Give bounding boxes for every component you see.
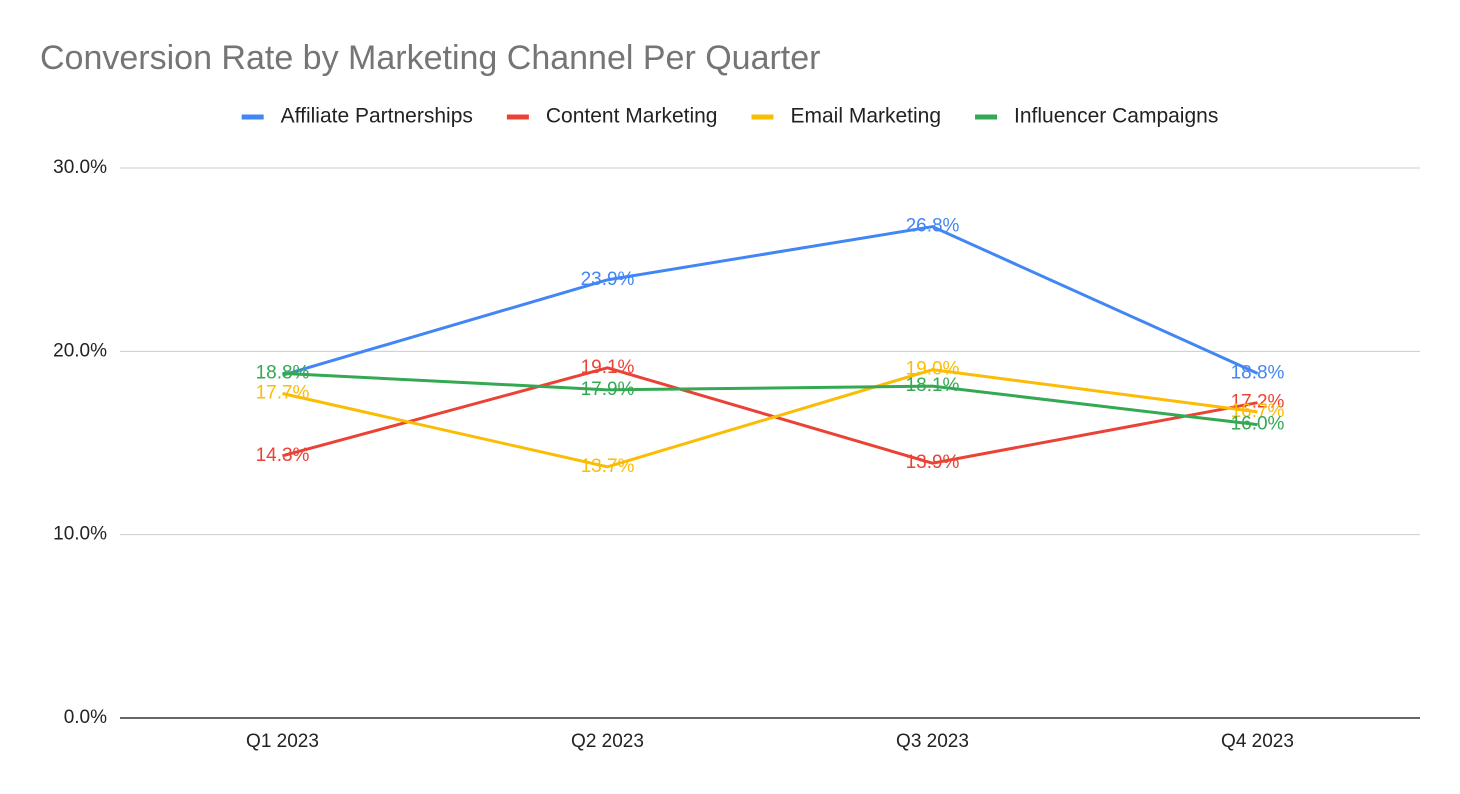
data-label: 19.0% bbox=[906, 359, 960, 380]
data-label: 13.7% bbox=[581, 456, 635, 477]
x-tick-label: Q3 2023 bbox=[896, 731, 969, 752]
data-label: 13.9% bbox=[906, 452, 960, 473]
data-label: 18.8% bbox=[256, 362, 310, 383]
data-label: 17.7% bbox=[256, 383, 310, 404]
data-label: 18.8% bbox=[1231, 362, 1285, 383]
y-tick-label: 0.0% bbox=[64, 707, 107, 728]
series-line bbox=[282, 225, 1259, 377]
data-label: 16.0% bbox=[1231, 414, 1285, 435]
legend-label: Email Marketing bbox=[790, 105, 941, 128]
legend-label: Affiliate Partnerships bbox=[281, 105, 473, 128]
legend-label: Influencer Campaigns bbox=[1014, 105, 1218, 128]
legend-label: Content Marketing bbox=[546, 105, 718, 128]
data-label: 23.9% bbox=[581, 269, 635, 290]
x-tick-label: Q1 2023 bbox=[246, 731, 319, 752]
series-line bbox=[282, 366, 1258, 465]
data-label: 19.1% bbox=[581, 357, 635, 378]
x-tick-label: Q2 2023 bbox=[571, 731, 644, 752]
data-label: 18.1% bbox=[906, 375, 960, 396]
data-label: 16.7% bbox=[1231, 401, 1285, 422]
series-line bbox=[282, 371, 1258, 427]
legend: Affiliate Partnerships Content Marketing E… bbox=[241, 105, 1218, 128]
y-tick-label: 30.0% bbox=[53, 157, 107, 178]
data-label: 14.3% bbox=[256, 445, 310, 466]
y-tick-label: 20.0% bbox=[53, 340, 107, 361]
series-line bbox=[282, 368, 1258, 469]
chart-title: Conversion Rate by Marketing Channel Per… bbox=[40, 39, 821, 77]
x-tick-label: Q4 2023 bbox=[1221, 731, 1294, 752]
data-label: 17.9% bbox=[581, 379, 635, 400]
y-tick-label: 10.0% bbox=[53, 524, 107, 545]
data-label: 17.2% bbox=[1231, 392, 1285, 413]
data-label: 26.8% bbox=[906, 216, 960, 237]
